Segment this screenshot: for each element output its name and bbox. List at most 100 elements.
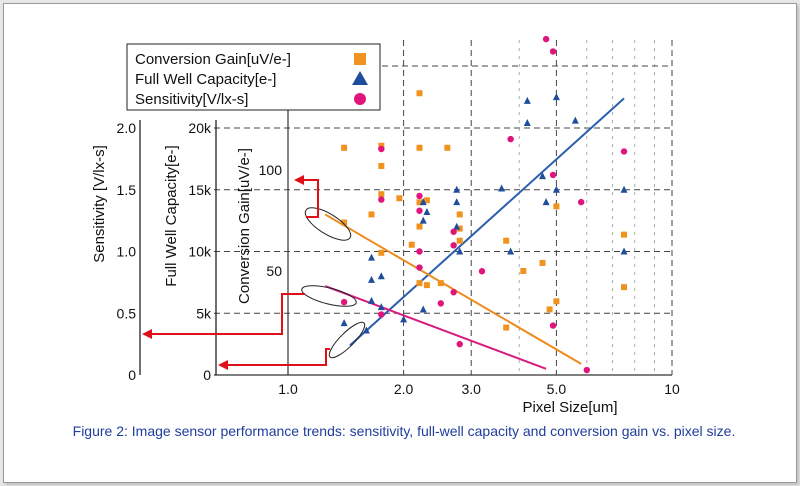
fwc-axis-title: Full Well Capacity[e-] [163,145,180,286]
x-tick-label: 3.0 [461,381,481,397]
sensitivity-tick-label: 0.5 [117,305,137,321]
fwc-tick-label: 15k [188,182,212,198]
cg-point [416,199,423,206]
sensitivity-point [549,48,557,55]
cg-point [503,324,510,331]
cg-point [456,237,463,244]
cg-tick-label: 100 [259,162,283,178]
sensitivity-point [416,192,423,200]
cg-point [378,191,385,198]
cg-point [341,144,348,151]
fwc-tick-label: 10k [188,244,212,260]
sensitivity-point [620,148,628,155]
sensitivity-point [456,340,463,348]
sensitivity-point [577,198,585,206]
cg-point [621,284,628,291]
cg-point [341,219,348,226]
sensitivity-axis-arrow [142,293,305,339]
sensitivity-point [549,171,557,179]
fwc-point [507,247,515,255]
sensitivity-point [416,264,423,271]
fwc-point [523,119,531,127]
sensitivity-point [450,289,457,296]
cg-point [378,249,385,256]
fwc-point [456,247,464,255]
cg-point [539,259,546,266]
axes: 1.0 2.0 3.0 5.0 10 Pixel Size[um] 0 0.5 1.0 1.5 2.… [91,66,680,416]
sensitivity-tick-label: 1.0 [117,244,137,260]
sensitivity-axis-title: Sensitivity [V/lx-s] [91,145,108,263]
cg-point [553,203,560,210]
sensitivity-tick-label: 2.0 [117,120,137,136]
cg-point [416,280,423,287]
fwc-point [423,207,431,215]
x-tick-label: 5.0 [547,381,567,397]
trend-lines [324,97,625,370]
fwc-point [419,216,427,224]
cg-point [423,197,430,204]
fwc-point [620,247,628,255]
legend: Conversion Gain[uV/e-] Full Well Capacity… [126,43,381,111]
fwc-point [400,315,408,323]
sensitivity-point [416,207,423,214]
fwc-point [523,96,531,104]
cg-point [456,225,463,232]
cg-tick-label: 50 [266,263,282,279]
sensitivity-point [378,196,385,203]
fwc-point [620,185,628,193]
sensitivity-point [378,311,385,318]
fwc-point [419,198,427,206]
cg-point [444,144,451,151]
sensitivity-point [378,145,385,153]
cg-point [378,162,385,169]
fwc-point [368,296,376,304]
legend-entry-label: Full Well Capacity[e-] [135,71,276,88]
fwc-point [340,319,348,327]
x-tick-label: 1.0 [278,381,298,397]
fwc-point [377,303,385,311]
cg-point [621,231,628,238]
legend-circle-icon [354,93,366,105]
x-tick-label: 10 [664,381,680,397]
figure-caption: Figure 2: Image sensor performance trend… [72,423,736,439]
sensitivity-point [340,298,348,306]
fwc-axis-arrow [218,348,330,370]
figure-frame: 1.0 2.0 3.0 5.0 10 Pixel Size[um] 0 0.5 1.0 1.5 2.… [3,3,797,483]
legend-entry-label: Conversion Gain[uV/e-] [135,51,291,68]
cg-point [423,282,430,289]
cg-point [520,268,527,274]
trend-line [349,97,625,347]
cg-point [368,211,375,218]
sensitivity-tick-label: 1.5 [117,182,137,198]
cg-point [416,144,423,151]
fwc-point [419,305,427,313]
sensitivity-point [583,366,591,374]
cg-point [503,237,510,244]
cg-point [437,280,444,287]
fwc-point [552,93,560,101]
cg-point [416,223,423,230]
cg-axis-title: Conversion Gain[uV/e-] [236,148,253,304]
legend-entry-label: Sensitivity[V/lx-s] [135,91,248,108]
fwc-trend-callout-ellipse [328,321,366,359]
cg-axis-arrow [294,175,319,218]
cg-point [378,142,385,149]
fwc-point [552,185,560,193]
legend-triangle-icon [352,71,368,85]
x-tick-label: 2.0 [394,381,414,397]
fwc-point [453,222,461,230]
fwc-point [453,198,461,206]
cg-point [456,211,463,218]
fwc-point [362,326,370,334]
fwc-tick-label: 20k [188,120,212,136]
fwc-point [368,253,376,261]
sensitivity-point [478,268,486,275]
cg-point [546,306,553,313]
fwc-tick-label: 0 [203,367,211,383]
fwc-point [453,185,461,193]
fwc-point [542,198,550,206]
fwc-tick-label: 5k [196,305,212,321]
cg-point [553,298,560,305]
sensitivity-point [507,135,514,143]
legend-box [126,43,381,111]
